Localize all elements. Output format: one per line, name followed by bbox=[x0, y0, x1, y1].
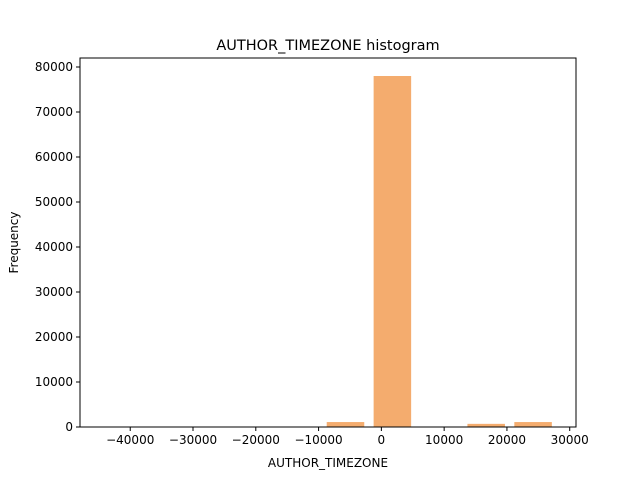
x-tick-label: −30000 bbox=[169, 433, 217, 447]
y-axis-label: Frequency bbox=[7, 212, 21, 274]
x-tick-label: −10000 bbox=[294, 433, 342, 447]
y-tick-label: 40000 bbox=[35, 240, 73, 254]
histogram-bar bbox=[373, 76, 412, 427]
bars-group bbox=[326, 76, 552, 427]
y-tick-label: 50000 bbox=[35, 195, 73, 209]
y-tick-label: 10000 bbox=[35, 375, 73, 389]
y-ticks-group: 0 10000 20000 30000 40000 50000 60000 70000 8000… bbox=[35, 60, 80, 434]
axes-frame bbox=[79, 57, 577, 428]
y-tick-label: 20000 bbox=[35, 330, 73, 344]
x-tick-label: 0 bbox=[378, 433, 386, 447]
x-tick-label: 10000 bbox=[425, 433, 463, 447]
x-tick-label: 20000 bbox=[488, 433, 526, 447]
y-tick-label: 80000 bbox=[35, 60, 73, 74]
x-ticks-group: −40000 −30000 −20000 −10000 0 10000 20000 30000 bbox=[106, 427, 589, 447]
chart-title: AUTHOR_TIMEZONE histogram bbox=[216, 38, 439, 54]
y-tick-label: 0 bbox=[65, 420, 73, 434]
x-tick-label: −40000 bbox=[106, 433, 154, 447]
histogram-bar bbox=[326, 422, 365, 427]
x-tick-label: 30000 bbox=[551, 433, 589, 447]
histogram-bar bbox=[467, 423, 505, 427]
x-tick-label: −20000 bbox=[232, 433, 280, 447]
x-axis-label: AUTHOR_TIMEZONE bbox=[268, 456, 388, 470]
y-tick-label: 60000 bbox=[35, 150, 73, 164]
y-tick-label: 30000 bbox=[35, 285, 73, 299]
y-tick-label: 70000 bbox=[35, 105, 73, 119]
histogram-bar bbox=[514, 422, 552, 427]
